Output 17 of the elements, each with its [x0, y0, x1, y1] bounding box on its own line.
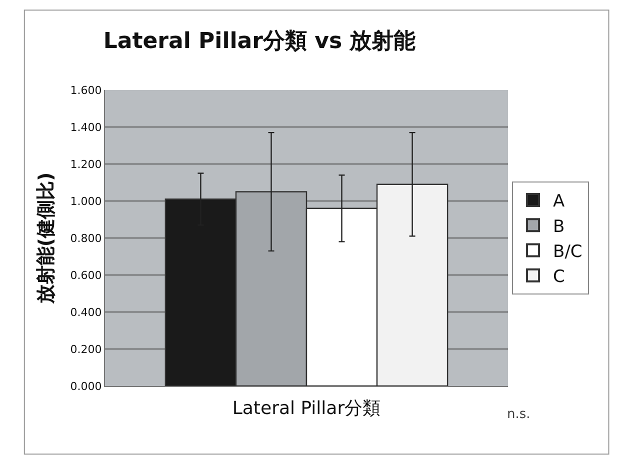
- y-axis-title: 放射能(健側比): [35, 172, 58, 305]
- y-tick-label: 1.000: [70, 194, 102, 208]
- legend-label: A: [553, 192, 566, 212]
- x-axis-title: Lateral Pillar分類: [232, 398, 381, 420]
- chart-title: Lateral Pillar分類 vs 放射能: [103, 29, 416, 54]
- legend-label: C: [553, 266, 565, 287]
- y-tick-label: 0.800: [70, 232, 102, 245]
- text: n.s.: [507, 407, 530, 422]
- legend-label: B/C: [553, 242, 582, 262]
- legend-label: B: [553, 216, 565, 237]
- y-tick-label: 0.600: [70, 268, 102, 282]
- y-tick-label: 1.400: [70, 120, 102, 134]
- y-tick-label: 1.600: [70, 84, 102, 97]
- y-tick-label: 1.200: [70, 158, 102, 171]
- y-tick-label: 0.200: [70, 342, 102, 356]
- y-tick-label: 0.000: [70, 380, 102, 393]
- y-tick-label: 0.400: [70, 306, 102, 319]
